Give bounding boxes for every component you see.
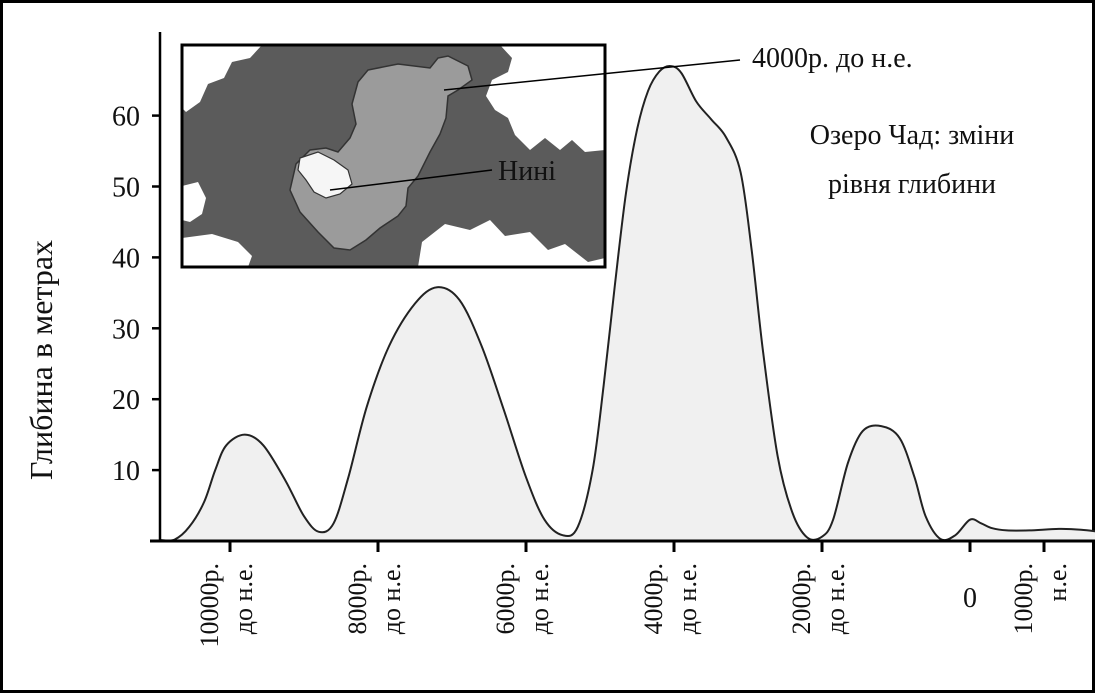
- x-tick-label--4000-line-2: до н.е.: [673, 563, 702, 634]
- y-tick-label-60: 60: [112, 102, 140, 133]
- x-tick-label--6000-line-1: 6000р.: [491, 563, 520, 635]
- y-axis-label: Глибина в метрах: [23, 240, 59, 480]
- x-tick-label--6000-line-2: до н.е.: [525, 563, 554, 634]
- chart-title-line-1: Озеро Чад: зміни: [810, 120, 1015, 151]
- x-tick-label--8000-line-1: 8000р.: [343, 563, 372, 635]
- x-tick-label--10000-line-1: 10000р.: [195, 563, 224, 648]
- y-tick-label-50: 50: [112, 173, 140, 204]
- inset-label-4000bc: 4000р. до н.е.: [752, 43, 913, 74]
- x-tick-label-1000-line-1: 1000р.: [1009, 563, 1038, 635]
- x-tick-label--4000-line-1: 4000р.: [639, 563, 668, 635]
- x-tick-label-1000-line-2: н.е.: [1043, 563, 1072, 601]
- x-tick-label--10000-line-2: до н.е.: [229, 563, 258, 634]
- x-tick-label--2000-line-2: до н.е.: [821, 563, 850, 634]
- x-tick-label--8000-line-2: до н.е.: [377, 563, 406, 634]
- y-tick-label-20: 20: [112, 385, 140, 416]
- x-tick-label--2000-line-1: 2000р.: [787, 563, 816, 635]
- y-tick-label-40: 40: [112, 243, 140, 274]
- x-tick-label-0: 0: [963, 583, 977, 614]
- y-tick-label-30: 30: [112, 314, 140, 345]
- y-tick-label-10: 10: [112, 456, 140, 487]
- inset-label-now: Нині: [498, 156, 556, 187]
- chart-title-line-2: рівня глибини: [828, 169, 996, 200]
